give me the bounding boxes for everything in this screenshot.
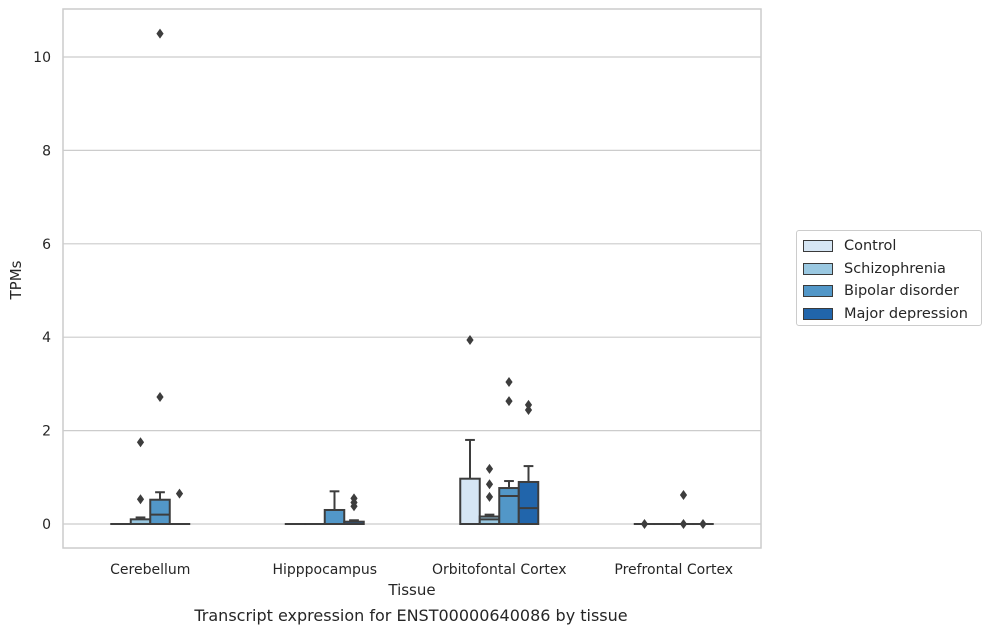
box-major-depression <box>692 519 714 529</box>
outlier-point <box>136 494 145 505</box>
x-axis-label: Tissue <box>387 581 435 599</box>
outlier-point <box>485 463 494 474</box>
legend-swatch <box>803 262 833 275</box>
x-tick-label: Cerebellum <box>110 562 190 578</box>
legend-swatch <box>803 285 833 298</box>
outlier-point <box>485 491 494 502</box>
outlier-point <box>640 519 649 529</box>
box-bipolar-disorder <box>149 28 171 526</box>
x-tick-label: Prefrontal Cortex <box>614 562 733 578</box>
box-schizophrenia <box>129 437 152 526</box>
outlier-point <box>524 405 533 416</box>
box-body <box>149 498 171 526</box>
outlier-point <box>136 437 145 448</box>
legend-item: Bipolar disorder <box>803 280 975 303</box>
outlier-point <box>505 377 513 388</box>
legend-label: Schizophrenia <box>844 260 946 277</box>
outlier-point <box>466 335 474 346</box>
legend-swatch <box>803 240 833 253</box>
box-bipolar-disorder <box>323 490 346 525</box>
box-major-depression <box>343 493 365 525</box>
legend-item: Schizophrenia <box>803 258 975 281</box>
plot-frame <box>62 8 762 549</box>
outlier-point <box>505 396 513 407</box>
outlier-point <box>485 479 494 490</box>
y-tick-label: 0 <box>42 517 51 533</box>
x-tick-label: Orbitofontal Cortex <box>432 562 567 578</box>
box-body <box>323 508 346 525</box>
legend: Control Schizophrenia Bipolar disorder Majo… <box>796 230 982 326</box>
outlier-point <box>156 391 164 402</box>
outlier-point <box>350 493 358 504</box>
outlier-point <box>175 488 184 499</box>
boxes <box>110 28 714 529</box>
outlier-point <box>699 519 707 529</box>
box-schizophrenia <box>478 463 501 526</box>
box-control <box>633 519 656 529</box>
x-tick-labels: Cerebellum Hipppocampus Orbitofontal Corte… <box>110 562 733 578</box>
outlier-point <box>679 490 688 501</box>
box-control <box>459 335 481 525</box>
legend-label: Bipolar disorder <box>844 283 959 300</box>
legend-label: Control <box>844 238 897 255</box>
y-tick-label: 6 <box>42 237 51 253</box>
box-bipolar-disorder <box>672 490 695 529</box>
x-tick-label: Hipppocampus <box>272 562 377 578</box>
box-body <box>459 477 481 525</box>
legend-item: Control <box>803 235 975 258</box>
y-axis-label: TPMs <box>7 260 25 300</box>
outlier-point <box>679 519 688 529</box>
legend-item: Major depression <box>803 303 975 326</box>
y-tick-label: 8 <box>42 143 51 159</box>
chart-caption: Transcript expression for ENST0000064008… <box>194 606 628 625</box>
box-bipolar-disorder <box>498 377 520 525</box>
box-major-depression <box>517 399 540 525</box>
legend-swatch <box>803 307 833 320</box>
y-tick-labels: 0 2 4 6 8 10 <box>33 50 51 533</box>
y-tick-label: 4 <box>42 330 51 346</box>
gridlines <box>63 56 761 525</box>
box-body <box>517 480 540 525</box>
outlier-point <box>524 399 533 410</box>
box-body <box>498 487 520 525</box>
outlier-point <box>156 28 164 39</box>
legend-label: Major depression <box>844 305 968 322</box>
y-tick-label: 10 <box>33 50 51 66</box>
y-tick-label: 2 <box>42 424 51 440</box>
box-major-depression <box>168 488 191 526</box>
